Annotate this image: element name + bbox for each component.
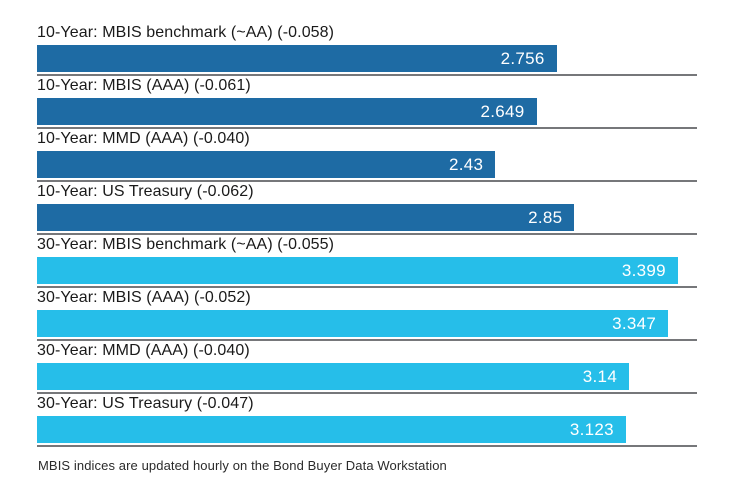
- bar-value-label: 2.43: [448, 154, 484, 174]
- bar-track-baseline: 3.399: [37, 257, 697, 288]
- bar: 3.123: [37, 416, 626, 443]
- bar: 2.756: [37, 45, 557, 72]
- bar-track-baseline: 2.649: [37, 98, 697, 129]
- bar-value-label: 2.85: [528, 207, 563, 227]
- bar-chart-area: 10-Year: MBIS benchmark (~AA) (-0.058) 2…: [37, 23, 697, 447]
- bar-row: 10-Year: MMD (AAA) (-0.040) 2.43: [37, 129, 697, 182]
- bar-category-label: 10-Year: MBIS benchmark (~AA) (-0.058): [37, 24, 335, 41]
- bar-track-baseline: 2.43: [37, 151, 697, 182]
- bar-row: 10-Year: US Treasury (-0.062) 2.85: [37, 182, 697, 235]
- bar-value-label: 3.347: [612, 313, 657, 333]
- bar-category-label: 30-Year: MBIS benchmark (~AA) (-0.055): [37, 236, 335, 253]
- bar: 2.649: [37, 98, 537, 125]
- bar-track-baseline: 3.14: [37, 363, 697, 394]
- bar: 3.399: [37, 257, 678, 284]
- bar-row: 10-Year: MBIS (AAA) (-0.061) 2.649: [37, 76, 697, 129]
- footer-note: MBIS indices are updated hourly on the B…: [38, 458, 447, 473]
- bar-category-label: 10-Year: US Treasury (-0.062): [37, 183, 254, 200]
- bar: 2.85: [37, 204, 575, 231]
- bar-value-label: 2.649: [480, 101, 525, 121]
- bar-track-baseline: 2.756: [37, 45, 697, 76]
- bar-category-label: 30-Year: US Treasury (-0.047): [37, 395, 254, 412]
- bar-category-label: 10-Year: MMD (AAA) (-0.040): [37, 130, 250, 147]
- bar-row: 30-Year: MBIS (AAA) (-0.052) 3.347: [37, 288, 697, 341]
- bar: 3.14: [37, 363, 630, 390]
- bar-row: 30-Year: MMD (AAA) (-0.040) 3.14: [37, 341, 697, 394]
- bar-category-label: 30-Year: MBIS (AAA) (-0.052): [37, 289, 251, 306]
- bar-value-label: 3.123: [569, 419, 614, 439]
- bar-value-label: 2.756: [500, 48, 545, 68]
- bar-row: 10-Year: MBIS benchmark (~AA) (-0.058) 2…: [37, 23, 697, 76]
- bar-value-label: 3.399: [621, 260, 666, 280]
- bar-category-label: 30-Year: MMD (AAA) (-0.040): [37, 342, 250, 359]
- bar-track-baseline: 2.85: [37, 204, 697, 235]
- bar-row: 30-Year: US Treasury (-0.047) 3.123: [37, 394, 697, 447]
- bar: 3.347: [37, 310, 669, 337]
- bar-row: 30-Year: MBIS benchmark (~AA) (-0.055) 3…: [37, 235, 697, 288]
- bar-track-baseline: 3.123: [37, 416, 697, 447]
- bar: 2.43: [37, 151, 496, 178]
- bar-category-label: 10-Year: MBIS (AAA) (-0.061): [37, 77, 251, 94]
- bar-value-label: 3.14: [582, 366, 618, 386]
- bar-track-baseline: 3.347: [37, 310, 697, 341]
